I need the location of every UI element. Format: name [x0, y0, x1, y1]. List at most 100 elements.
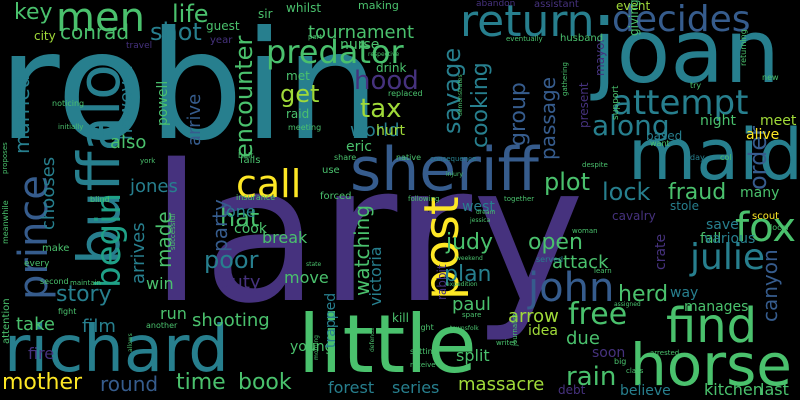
cloud-word-demonstrates: demonstrates [457, 74, 464, 116]
cloud-word-jones: jones [130, 176, 178, 197]
cloud-word-west: west [462, 199, 495, 215]
cloud-word-married: married [10, 75, 34, 154]
cloud-word-consequence: consequence [430, 155, 477, 163]
cloud-word-blind: blind [90, 195, 110, 204]
cloud-word-townsfolk: townsfolk [450, 325, 479, 332]
cloud-word-judy: judy [446, 230, 494, 255]
cloud-word-fails: fails [240, 155, 261, 166]
cloud-word-try: try [690, 81, 702, 90]
cloud-word-support: support [611, 85, 621, 120]
cloud-word-story: story [56, 282, 112, 307]
cloud-word-believe: believe [620, 383, 671, 399]
cloud-word-debt: debt [558, 383, 586, 397]
cloud-word-native: native [396, 153, 421, 162]
cloud-word-hood: hood [354, 66, 419, 96]
cloud-word-powell: powell [155, 80, 171, 126]
cloud-word-replaced: replaced [388, 89, 423, 98]
cloud-word-receive: receive [410, 361, 436, 369]
cloud-word-tournament: tournament [308, 22, 415, 43]
cloud-word-stole: stole [670, 199, 700, 213]
cloud-word-proposes: proposes [1, 142, 9, 174]
cloud-word-despite: despite [582, 161, 608, 169]
cloud-word-noticing: noticing [52, 99, 85, 108]
cloud-word-second: second [40, 277, 69, 286]
cloud-word-sheriff: sheriff [350, 135, 539, 205]
cloud-word-shot: shot [150, 18, 202, 46]
cloud-word-dream: dream [476, 209, 496, 216]
cloud-word-soon: soon [592, 345, 626, 361]
cloud-word-canyon: canyon [758, 249, 782, 322]
cloud-word-respective: respective [368, 51, 400, 58]
cloud-word-split: split [456, 346, 490, 365]
cloud-word-meet: meet [760, 113, 797, 129]
cloud-word-world: world [350, 120, 400, 141]
cloud-word-massacre: massacre [458, 374, 545, 395]
cloud-word-writer: writer [496, 339, 517, 347]
cloud-word-giving: giving [627, 0, 641, 36]
cloud-word-return: return [460, 0, 595, 47]
cloud-word-following: following [408, 195, 440, 203]
cloud-word-gathering: gathering [561, 62, 569, 96]
cloud-word-local: local [770, 223, 789, 232]
cloud-word-duty: duty [220, 272, 261, 293]
cloud-word-find: find [666, 298, 758, 354]
cloud-word-raid: raid [286, 107, 310, 121]
cloud-word-one: one [226, 202, 256, 221]
cloud-word-abandon: abandon [476, 0, 516, 9]
cloud-word-shooting: shooting [192, 310, 270, 331]
cloud-word-encounter: encounter [230, 35, 258, 158]
cloud-word-conrad: conrad [60, 20, 130, 44]
cloud-word-chooses: chooses [38, 156, 59, 230]
cloud-word-joan: joan [592, 0, 780, 103]
cloud-word-attempt: attempt [612, 83, 749, 123]
cloud-word-assigned: assigned [614, 301, 641, 308]
cloud-word-kill: kill [392, 311, 409, 325]
cloud-word-spare: spare [462, 311, 482, 319]
cloud-word-along: along [592, 109, 670, 142]
cloud-word-attention: attention [1, 298, 12, 344]
cloud-word-maintain: maintain [70, 279, 101, 287]
cloud-word-eventually: eventually [506, 35, 543, 43]
cloud-word-take: take [16, 314, 55, 335]
cloud-word-jessica: jessica [470, 217, 491, 224]
cloud-word-many: many [740, 185, 780, 201]
cloud-word-party: party [208, 199, 232, 252]
cloud-word-light: light [416, 323, 434, 332]
cloud-word-state: state [306, 261, 322, 268]
cloud-word-tax: tax [360, 94, 402, 124]
cloud-word-lock: lock [602, 178, 651, 206]
cloud-word-col: col [720, 153, 732, 162]
cloud-word-met: met [286, 69, 310, 83]
cloud-word-break: break [262, 228, 308, 247]
cloud-word-york: york [140, 157, 156, 165]
cloud-word-cavalry: cavalry [612, 209, 656, 223]
cloud-word-julie: julie [690, 237, 765, 278]
cloud-word-herd: herd [618, 282, 669, 307]
cloud-word-night: night [700, 113, 737, 129]
cloud-word-arrested: arrested [650, 349, 680, 357]
cloud-word-scout: scout [752, 211, 780, 222]
cloud-word-insurance: insurance [236, 193, 276, 202]
cloud-word-injury: injury [446, 171, 463, 178]
cloud-word-allows: allows [127, 333, 134, 352]
cloud-word-defends: defends [369, 327, 376, 352]
cloud-word-horse: horse [630, 331, 792, 399]
cloud-word-year: year [210, 35, 233, 46]
cloud-word-cook: cook [234, 221, 267, 237]
cloud-word-class: class [626, 367, 644, 375]
cloud-word-alive: alive [746, 127, 780, 143]
cloud-word-idea: idea [528, 323, 558, 339]
cloud-word-attack: attack [552, 252, 609, 273]
cloud-word-new: new [762, 73, 779, 82]
cloud-word-use: use [322, 165, 340, 176]
cloud-word-successful: successful [169, 213, 177, 250]
cloud-word-decides: decides [612, 0, 751, 40]
cloud-word-richard: richard [4, 313, 229, 387]
cloud-word-day: day [690, 153, 705, 162]
cloud-word-travel: travel [126, 41, 153, 51]
cloud-word-husband: husband [560, 33, 604, 44]
cloud-word-present: present [577, 82, 591, 128]
cloud-word-john: john [528, 265, 615, 311]
cloud-word-hat: hat [220, 204, 260, 232]
